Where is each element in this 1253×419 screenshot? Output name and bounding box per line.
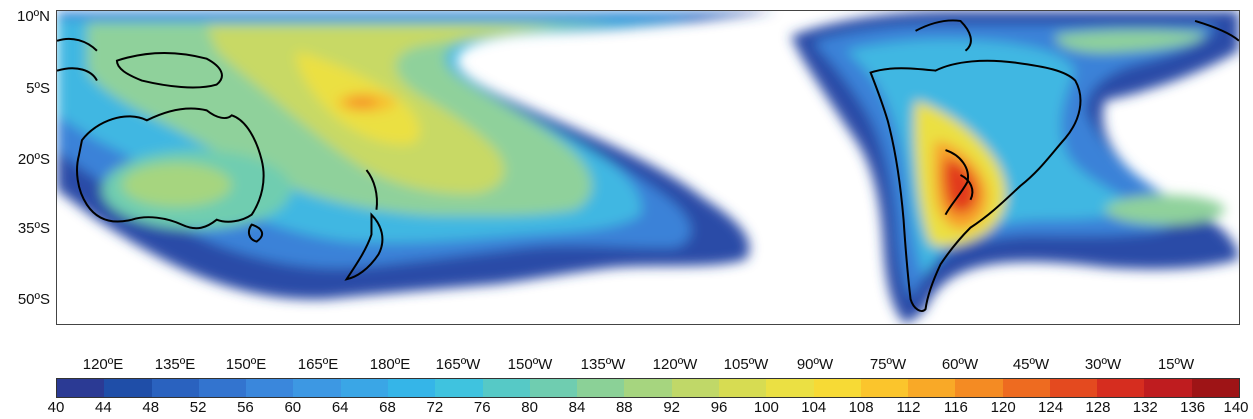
- lon-label-105w: 105ºW: [723, 356, 769, 373]
- colorbar-cell: [577, 379, 625, 397]
- lon-label-60w: 60ºW: [941, 356, 979, 373]
- colorbar-cell: [246, 379, 294, 397]
- colorbar-cell: [435, 379, 483, 397]
- colorbar-tick-label: 120: [990, 399, 1016, 416]
- colorbar-cell: [387, 379, 436, 397]
- lon-label-150w: 150ºW: [507, 356, 553, 373]
- lon-label-30w: 30ºW: [1084, 356, 1122, 373]
- colorbar-cell: [624, 379, 672, 397]
- colorbar-tick-label: 84: [568, 399, 586, 416]
- pacific-field: [57, 11, 776, 300]
- colorbar-tick-label: 72: [426, 399, 444, 416]
- lat-label-20s: 20ºS: [17, 151, 50, 168]
- colorbar-cell: [671, 379, 719, 397]
- south-america-field: [790, 11, 1239, 324]
- colorbar-tick-label: 116: [943, 399, 968, 416]
- lon-label-120w: 120ºW: [652, 356, 698, 373]
- colorbar-cell: [718, 379, 767, 397]
- lat-label-35s: 35ºS: [17, 220, 50, 237]
- colorbar-tick-label: 92: [663, 399, 681, 416]
- colorbar-tick-label: 60: [284, 399, 302, 416]
- colorbar-cell: [293, 379, 341, 397]
- colorbar-cell: [813, 379, 861, 397]
- lat-label-5s: 5ºS: [26, 80, 50, 97]
- colorbar-tick-label: 108: [848, 399, 874, 416]
- colorbar-tick-label: 112: [896, 399, 921, 416]
- colorbar-tick-label: 100: [753, 399, 779, 416]
- colorbar-cell: [198, 379, 247, 397]
- lon-label-75w: 75ºW: [869, 356, 907, 373]
- lon-label-165e: 165ºE: [297, 356, 339, 373]
- colorbar-tick-label: 40: [47, 399, 65, 416]
- colorbar-tick-label: 136: [1180, 399, 1206, 416]
- precipitation-map: [57, 11, 1239, 324]
- lon-label-120e: 120ºE: [82, 356, 124, 373]
- colorbar-cell: [104, 379, 152, 397]
- colorbar-cell: [766, 379, 814, 397]
- lon-label-135e: 135ºE: [154, 356, 196, 373]
- colorbar-tick-label: 124: [1038, 399, 1064, 416]
- colorbar-tick-label: 68: [379, 399, 396, 416]
- map-frame: [56, 10, 1240, 325]
- lon-label-15w: 15ºW: [1157, 356, 1195, 373]
- coastlines: [57, 19, 1239, 313]
- lon-label-165w: 165ºW: [435, 356, 481, 373]
- colorbar-cell: [482, 379, 530, 397]
- colorbar-cell: [529, 379, 578, 397]
- colorbar-cell: [340, 379, 388, 397]
- colorbar-tick-label: 96: [710, 399, 728, 416]
- lon-label-135w: 135ºW: [580, 356, 626, 373]
- colorbar-cell: [1097, 379, 1145, 397]
- colorbar-tick-label: 64: [331, 399, 349, 416]
- colorbar-cell: [1049, 379, 1098, 397]
- colorbar: [56, 378, 1240, 398]
- colorbar-cell: [955, 379, 1003, 397]
- colorbar-cell: [1191, 379, 1240, 397]
- colorbar-cell: [1002, 379, 1050, 397]
- lat-label-50s: 50ºS: [17, 291, 50, 308]
- colorbar-tick-label: 48: [142, 399, 160, 416]
- colorbar-cell: [151, 379, 199, 397]
- lon-label-150e: 150ºE: [225, 356, 267, 373]
- colorbar-tick-label: 88: [615, 399, 633, 416]
- lon-label-90w: 90ºW: [796, 356, 834, 373]
- colorbar-cell: [908, 379, 956, 397]
- colorbar-tick-label: 56: [237, 399, 254, 416]
- colorbar-tick-label: 104: [801, 399, 827, 416]
- lat-label-10n: 10ºN: [17, 8, 50, 25]
- colorbar-tick-label: 44: [95, 399, 112, 416]
- colorbar-tick-label: 76: [473, 399, 491, 416]
- colorbar-tick-label: 52: [189, 399, 207, 416]
- colorbar-tick-label: 128: [1085, 399, 1111, 416]
- colorbar-cell: [1144, 379, 1192, 397]
- colorbar-tick-label: 132: [1132, 399, 1158, 416]
- colorbar-cell: [860, 379, 909, 397]
- colorbar-tick-label: 80: [521, 399, 538, 416]
- lon-label-180e: 180ºE: [369, 356, 411, 373]
- colorbar-cell: [57, 379, 105, 397]
- lon-label-45w: 45ºW: [1012, 356, 1050, 373]
- colorbar-tick-label: 140: [1223, 399, 1249, 416]
